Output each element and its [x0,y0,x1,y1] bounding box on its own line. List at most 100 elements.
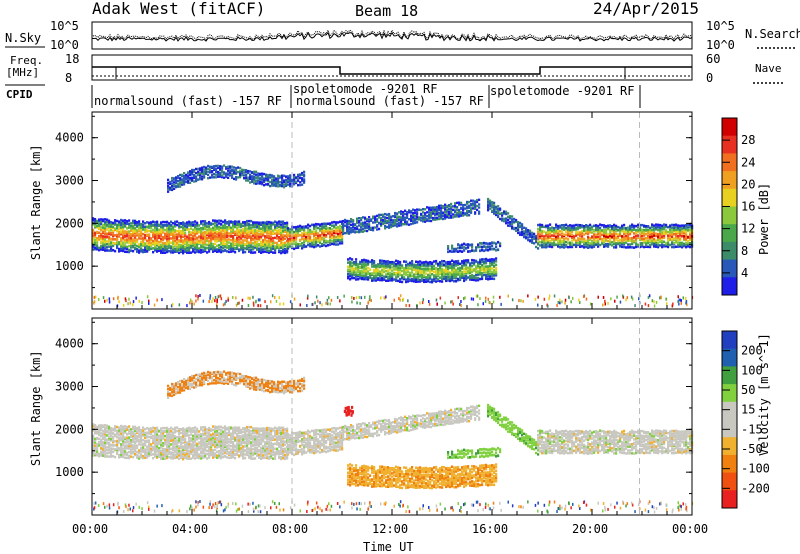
power-cell [437,267,440,271]
power-cell [341,236,344,239]
power-cell [265,175,268,178]
power-cell [305,239,308,242]
power-cell [92,243,95,246]
power-cell [181,173,184,177]
power-cell [192,244,195,248]
y-tick-label: 4000 [55,131,84,145]
power-cell [226,250,229,253]
power-cell [485,242,488,245]
power-speckle [602,303,604,307]
power-cell [643,245,646,249]
power-cell [269,173,272,177]
power-speckle [450,300,452,304]
power-cell [152,250,155,254]
power-cell [212,226,215,230]
power-cell [226,234,229,237]
power-cell [609,234,612,237]
power-speckle [209,294,212,298]
power-cell [176,235,179,239]
power-cell [365,267,368,271]
power-speckle [614,299,616,303]
power-cell [202,234,205,238]
power-cell [182,244,185,248]
power-cell [631,240,634,244]
power-cell [452,216,455,219]
power-speckle [241,298,244,302]
power-cell [264,235,267,238]
power-cell [423,264,426,268]
power-cell [303,244,306,247]
velocity-cell [134,427,137,431]
velocity-cell [100,441,103,445]
power-cell [232,235,235,238]
power-cell [394,215,397,219]
power-speckle [279,302,281,306]
power-cell [613,232,616,235]
power-cell [419,263,422,266]
power-cell [609,243,612,246]
power-cell [256,242,259,246]
power-cell [236,247,239,250]
power-cell [422,220,425,223]
power-cell [521,230,524,234]
power-cell [250,249,253,252]
nave-label: Nave [755,62,782,75]
power-cell [126,234,129,237]
power-cell [222,246,225,250]
power-cell [197,167,200,171]
power-cell [565,233,568,236]
power-cell [491,270,494,274]
power-cell [182,242,185,245]
power-cell [442,214,445,218]
power-cell [309,224,312,228]
power-cell [283,180,286,184]
velocity-cell [152,429,155,433]
power-cell [170,223,173,227]
power-cell [247,178,250,181]
power-cell [248,246,251,249]
power-cell [172,242,175,246]
power-cell [448,213,451,217]
power-cell [240,224,243,227]
velocity-cell [136,437,139,440]
velocity-cell [92,423,95,426]
power-cell [441,264,444,267]
power-cell [264,225,267,229]
power-cell [156,250,159,253]
velocity-cell [116,452,119,456]
power-cell [154,249,157,252]
power-cell [270,239,273,242]
velocity-cell [100,454,103,457]
power-cell [132,234,135,238]
velocity-cell [118,456,121,459]
power-cell [661,231,664,234]
power-cell [427,273,430,277]
power-cell [400,218,403,221]
power-cell [110,249,113,252]
power-cell [485,267,488,270]
power-speckle [104,299,106,303]
power-cell [464,212,467,215]
power-cell [420,219,423,222]
velocity-cell [166,439,169,442]
power-cell [245,169,248,172]
power-cell [373,260,376,263]
power-cell [455,280,458,283]
power-cell [156,232,159,235]
power-cell [268,228,271,232]
power-cell [287,239,290,243]
power-cell [493,258,496,261]
power-cell [523,230,526,233]
power-cell [371,262,374,266]
power-cell [423,274,426,277]
power-cell [412,222,415,225]
power-cell [535,240,538,244]
power-cell [495,242,498,246]
power-cell [222,226,225,230]
velocity-cell [140,453,143,456]
power-cell [403,277,406,281]
power-cell [367,276,370,279]
power-cell [176,233,179,236]
power-cell [271,182,274,185]
power-cell [539,228,542,231]
